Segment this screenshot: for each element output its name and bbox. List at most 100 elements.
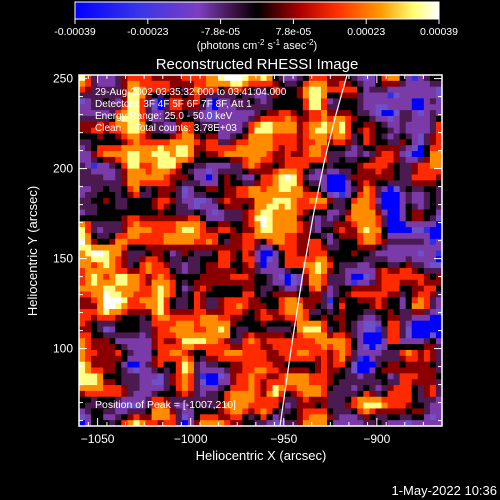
heatmap-cell <box>218 127 225 135</box>
heatmap-cell <box>181 256 189 263</box>
heatmap-cell <box>200 361 207 369</box>
heatmap-cell <box>181 355 189 363</box>
heatmap-cell <box>369 238 377 246</box>
heatmap-cell <box>254 355 262 363</box>
heatmap-cell <box>212 197 219 205</box>
heatmap-cell <box>435 156 442 164</box>
heatmap-cell <box>260 110 268 117</box>
heatmap-cell <box>163 273 171 281</box>
heatmap-cell <box>405 314 413 322</box>
heatmap-cell <box>417 180 425 187</box>
heatmap-cell <box>321 402 328 410</box>
heatmap-cell <box>200 80 207 88</box>
heatmap-cell <box>260 326 268 333</box>
heatmap-cell <box>339 344 346 351</box>
heatmap-cell <box>417 279 425 287</box>
heatmap-cell <box>381 256 389 263</box>
heatmap-cell <box>187 75 195 82</box>
heatmap-cell <box>405 227 413 234</box>
heatmap-cell <box>115 344 122 351</box>
heatmap-cell <box>260 121 268 129</box>
heatmap-cell <box>193 355 201 363</box>
heatmap-cell <box>133 115 141 123</box>
heatmap-cell <box>242 309 249 316</box>
heatmap-cell <box>206 75 213 82</box>
heatmap-cell <box>200 390 207 398</box>
heatmap-cell <box>187 420 195 426</box>
heatmap-cell <box>193 151 201 158</box>
heatmap-cell <box>206 367 213 374</box>
heatmap-cell <box>260 268 268 275</box>
heatmap-cell <box>175 110 183 117</box>
heatmap-cell <box>121 303 128 310</box>
heatmap-cell <box>248 203 256 211</box>
heatmap-cell <box>321 244 328 252</box>
heatmap-cell <box>127 408 135 415</box>
heatmap-cell <box>151 279 159 287</box>
heatmap-cell <box>181 92 189 99</box>
heatmap-cell <box>333 197 340 205</box>
heatmap-cell <box>212 297 219 304</box>
heatmap-cell <box>314 156 322 164</box>
heatmap-cell <box>387 385 395 392</box>
heatmap-cell <box>163 75 171 82</box>
heatmap-cell <box>139 121 147 129</box>
heatmap-cell <box>363 344 370 351</box>
heatmap-cell <box>200 250 207 257</box>
heatmap-cell <box>254 402 262 410</box>
heatmap-cell <box>284 291 292 298</box>
heatmap-cell <box>248 127 256 135</box>
heatmap-cell <box>260 250 268 257</box>
heatmap-cell <box>417 227 425 234</box>
heatmap-cell <box>423 273 431 281</box>
heatmap-cell <box>435 385 442 392</box>
heatmap-cell <box>266 256 274 263</box>
heatmap-cell <box>127 279 135 287</box>
heatmap-cell <box>193 256 201 263</box>
heatmap-cell <box>224 303 231 310</box>
heatmap-cell <box>369 326 377 333</box>
heatmap-cell <box>254 133 262 140</box>
heatmap-cell <box>79 110 86 117</box>
heatmap-cell <box>79 256 86 263</box>
heatmap-cell <box>127 127 135 135</box>
heatmap-cell <box>139 221 147 228</box>
heatmap-cell <box>314 303 322 310</box>
heatmap-cell <box>339 297 346 304</box>
heatmap-cell <box>230 338 237 345</box>
heatmap-cell <box>314 320 322 328</box>
heatmap-cell <box>417 332 425 339</box>
heatmap-cell <box>321 256 328 263</box>
heatmap-cell <box>417 127 425 135</box>
heatmap-cell <box>357 250 364 257</box>
heatmap-cell <box>411 186 419 193</box>
heatmap-cell <box>405 309 413 316</box>
heatmap-cell <box>429 303 437 310</box>
heatmap-cell <box>163 279 171 287</box>
heatmap-cell <box>357 115 364 123</box>
heatmap-cell <box>218 133 225 140</box>
heatmap-cell <box>151 209 159 216</box>
heatmap-cell <box>302 110 310 117</box>
heatmap-cell <box>290 139 298 146</box>
heatmap-cell <box>242 115 249 123</box>
heatmap-cell <box>175 273 183 281</box>
heatmap-cell <box>181 86 189 94</box>
heatmap-cell <box>187 186 195 193</box>
heatmap-cell <box>224 139 231 146</box>
heatmap-cell <box>278 309 286 316</box>
heatmap-cell <box>327 408 334 415</box>
heatmap-cell <box>357 186 364 193</box>
heatmap-cell <box>351 402 358 410</box>
heatmap-cell <box>369 279 377 287</box>
heatmap-cell <box>103 303 110 310</box>
heatmap-cell <box>193 262 201 269</box>
heatmap-cell <box>357 209 364 216</box>
heatmap-cell <box>200 244 207 252</box>
heatmap-cell <box>278 373 286 380</box>
heatmap-cell <box>121 92 128 99</box>
heatmap-cell <box>411 238 419 246</box>
heatmap-cell <box>260 420 268 426</box>
heatmap-cell <box>85 139 92 146</box>
